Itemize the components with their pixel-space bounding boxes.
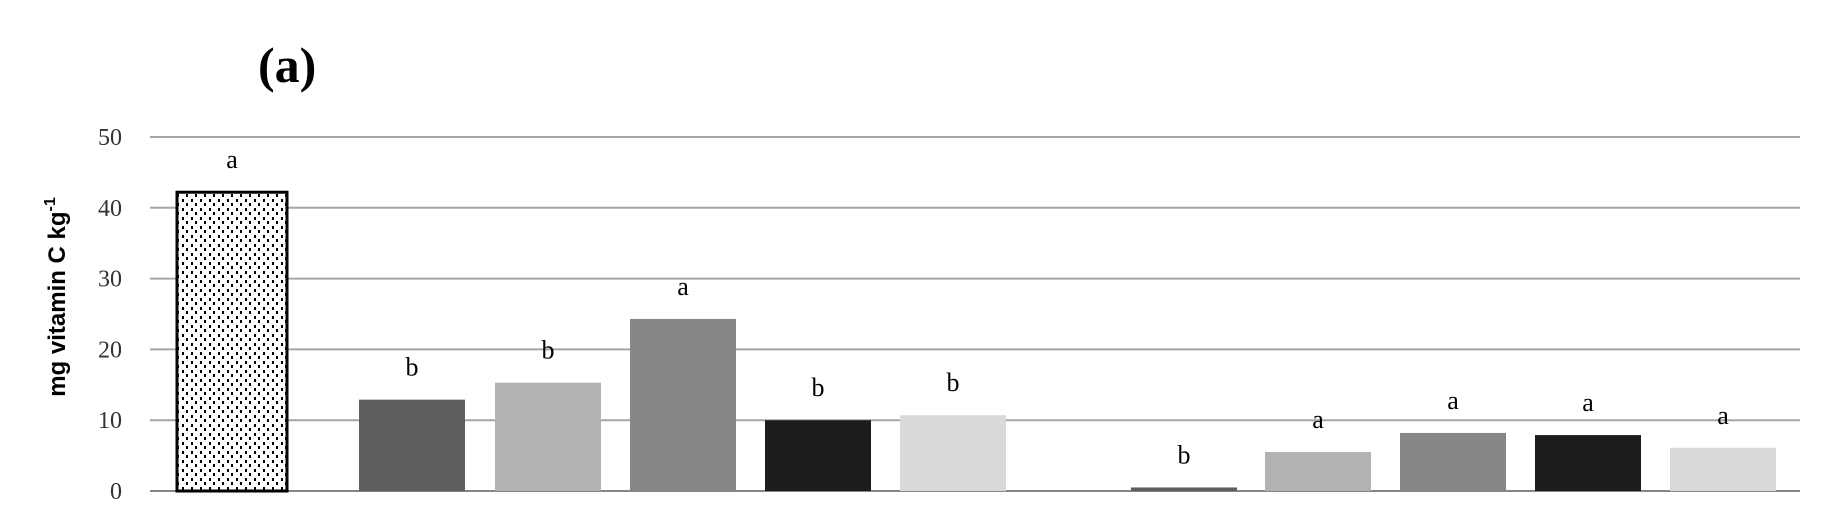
bar-significance-label: a [226,145,238,174]
data-labels: a b b a b b b a a a a [226,145,1729,469]
bar [630,318,736,491]
bar [1535,435,1641,491]
y-axis-label-main: mg vitamin C kg [44,211,71,396]
bar [1131,487,1237,491]
bar [1400,432,1506,491]
y-axis-label: mg vitamin C kg-1 [42,197,71,397]
bar-significance-label: a [1312,405,1324,434]
bar-significance-label: b [812,373,825,402]
y-tick-label: 0 [110,479,122,505]
y-tick-label: 20 [98,337,122,363]
bar [495,382,601,491]
bar [765,420,871,491]
bar [1670,447,1776,491]
y-tick-labels: 0 10 20 30 40 50 [98,125,122,505]
y-axis-label-superscript: -1 [42,197,59,211]
bar [1265,452,1371,491]
bar-significance-label: b [947,368,960,397]
panel-label: (a) [258,37,316,93]
bar-significance-label: a [1717,401,1729,430]
bar-significance-label: b [1178,440,1191,469]
bar-significance-label: a [1447,386,1459,415]
bars [175,190,1776,493]
y-tick-label: 40 [98,196,122,222]
bar [359,399,465,491]
y-tick-label: 50 [98,125,122,151]
bar [900,415,1006,491]
y-tick-label: 10 [98,408,122,434]
bar [175,190,289,493]
bar-significance-label: a [677,272,689,301]
y-tick-label: 30 [98,267,122,293]
bar-significance-label: b [406,353,419,382]
bar-significance-label: b [542,336,555,365]
bar-significance-label: a [1582,388,1594,417]
